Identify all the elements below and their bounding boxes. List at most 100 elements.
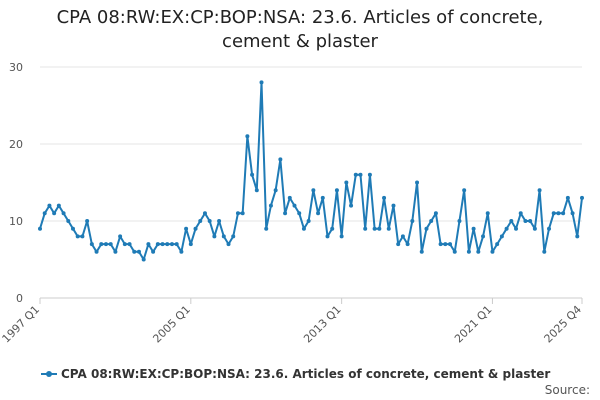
data-point[interactable] [358,172,363,177]
data-point[interactable] [415,180,420,185]
data-point[interactable] [235,211,240,216]
data-point[interactable] [485,211,490,216]
data-point[interactable] [127,242,132,247]
data-point[interactable] [396,242,401,247]
data-point[interactable] [457,219,462,223]
data-point[interactable] [424,226,429,231]
data-point[interactable] [490,249,495,254]
data-point[interactable] [382,195,387,200]
data-point[interactable] [188,242,193,247]
data-point[interactable] [537,188,542,193]
data-point[interactable] [542,249,547,254]
data-point[interactable] [367,172,372,177]
data-point[interactable] [429,219,434,223]
data-point[interactable] [386,226,391,231]
data-point[interactable] [283,211,288,216]
data-point[interactable] [320,195,325,200]
data-point[interactable] [118,234,123,239]
data-point[interactable] [122,242,127,247]
data-point[interactable] [316,211,321,216]
data-point[interactable] [391,203,396,208]
data-point[interactable] [523,219,528,223]
data-point[interactable] [103,242,108,247]
data-point[interactable] [179,249,184,254]
data-point[interactable] [47,203,52,208]
data-point[interactable] [136,249,141,254]
data-point[interactable] [113,249,118,254]
data-point[interactable] [363,226,368,231]
data-point[interactable] [565,195,570,200]
data-point[interactable] [556,211,561,216]
data-point[interactable] [466,249,471,254]
data-point[interactable] [52,211,57,216]
data-point[interactable] [334,188,339,193]
data-point[interactable] [400,234,405,239]
data-point[interactable] [551,211,556,216]
data-point[interactable] [193,226,198,231]
data-point[interactable] [410,219,415,223]
data-point[interactable] [231,234,236,239]
data-point[interactable] [433,211,438,216]
data-point[interactable] [372,226,377,231]
data-point[interactable] [160,242,165,247]
data-point[interactable] [462,188,467,193]
data-point[interactable] [377,226,382,231]
data-point[interactable] [56,203,61,208]
data-point[interactable] [151,249,156,254]
data-point[interactable] [532,226,537,231]
data-point[interactable] [443,242,448,247]
data-point[interactable] [278,157,283,162]
data-point[interactable] [561,211,566,216]
data-point[interactable] [499,234,504,239]
legend-label[interactable]: CPA 08:RW:EX:CP:BOP:NSA: 23.6. Articles … [61,367,550,381]
data-point[interactable] [325,234,330,239]
data-point[interactable] [217,219,222,223]
data-point[interactable] [146,242,151,247]
data-point[interactable] [89,242,94,247]
data-point[interactable] [184,226,189,231]
data-point[interactable] [438,242,443,247]
data-point[interactable] [108,242,113,247]
data-point[interactable] [292,203,297,208]
data-point[interactable] [174,242,179,247]
data-point[interactable] [207,219,212,223]
data-point[interactable] [245,134,250,139]
data-point[interactable] [38,226,42,231]
data-point[interactable] [226,242,231,247]
data-point[interactable] [80,234,85,239]
data-point[interactable] [85,219,90,223]
data-point[interactable] [311,188,316,193]
data-point[interactable] [471,226,476,231]
data-point[interactable] [476,249,481,254]
data-point[interactable] [287,195,292,200]
data-point[interactable] [264,226,269,231]
data-point[interactable] [70,226,75,231]
data-point[interactable] [575,234,580,239]
source-label[interactable]: Source: [545,383,590,397]
data-point[interactable] [165,242,170,247]
data-point[interactable] [254,188,259,193]
data-point[interactable] [547,226,552,231]
data-point[interactable] [202,211,207,216]
data-point[interactable] [570,211,575,216]
data-point[interactable] [306,219,311,223]
data-point[interactable] [221,234,226,239]
data-point[interactable] [66,219,71,223]
data-point[interactable] [353,172,358,177]
data-point[interactable] [452,249,457,254]
data-point[interactable] [169,242,174,247]
data-point[interactable] [273,188,278,193]
data-point[interactable] [155,242,160,247]
data-point[interactable] [448,242,453,247]
data-point[interactable] [405,242,410,247]
data-point[interactable] [528,219,533,223]
data-point[interactable] [268,203,273,208]
data-point[interactable] [99,242,104,247]
data-point[interactable] [212,234,217,239]
data-point[interactable] [344,180,349,185]
data-point[interactable] [297,211,302,216]
data-point[interactable] [349,203,354,208]
data-point[interactable] [250,172,255,177]
data-point[interactable] [198,219,203,223]
data-point[interactable] [495,242,500,247]
